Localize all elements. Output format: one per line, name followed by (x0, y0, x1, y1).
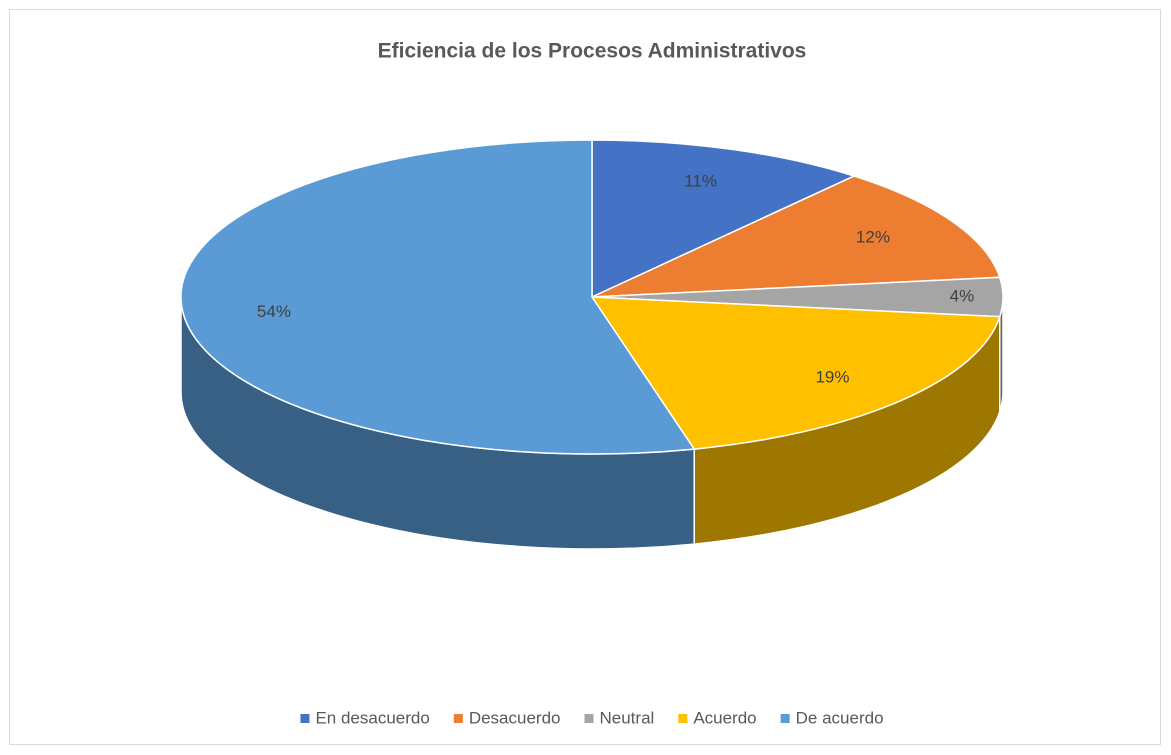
slice (591, 175, 1001, 298)
legend-swatch (453, 714, 463, 723)
legend-label: Neutral (600, 708, 655, 727)
slice (591, 139, 857, 299)
slice (180, 139, 696, 455)
legend-label: Acuerdo (693, 708, 756, 727)
legend-label: En desacuerdo (315, 708, 429, 727)
data-label: 4% (950, 286, 975, 305)
slice (590, 296, 1001, 450)
data-label: 12% (856, 227, 890, 246)
data-label: 11% (684, 171, 717, 190)
data-label: 54% (257, 302, 291, 321)
legend-swatch (780, 714, 790, 723)
legend-swatch (300, 714, 310, 723)
legend-swatch (584, 714, 594, 723)
data-label: 19% (815, 367, 849, 386)
chart-title: Eficiencia de los Procesos Administrativ… (378, 40, 807, 63)
legend-swatch (678, 714, 688, 723)
legend-label: De acuerdo (796, 708, 884, 727)
legend-label: Desacuerdo (469, 708, 561, 727)
